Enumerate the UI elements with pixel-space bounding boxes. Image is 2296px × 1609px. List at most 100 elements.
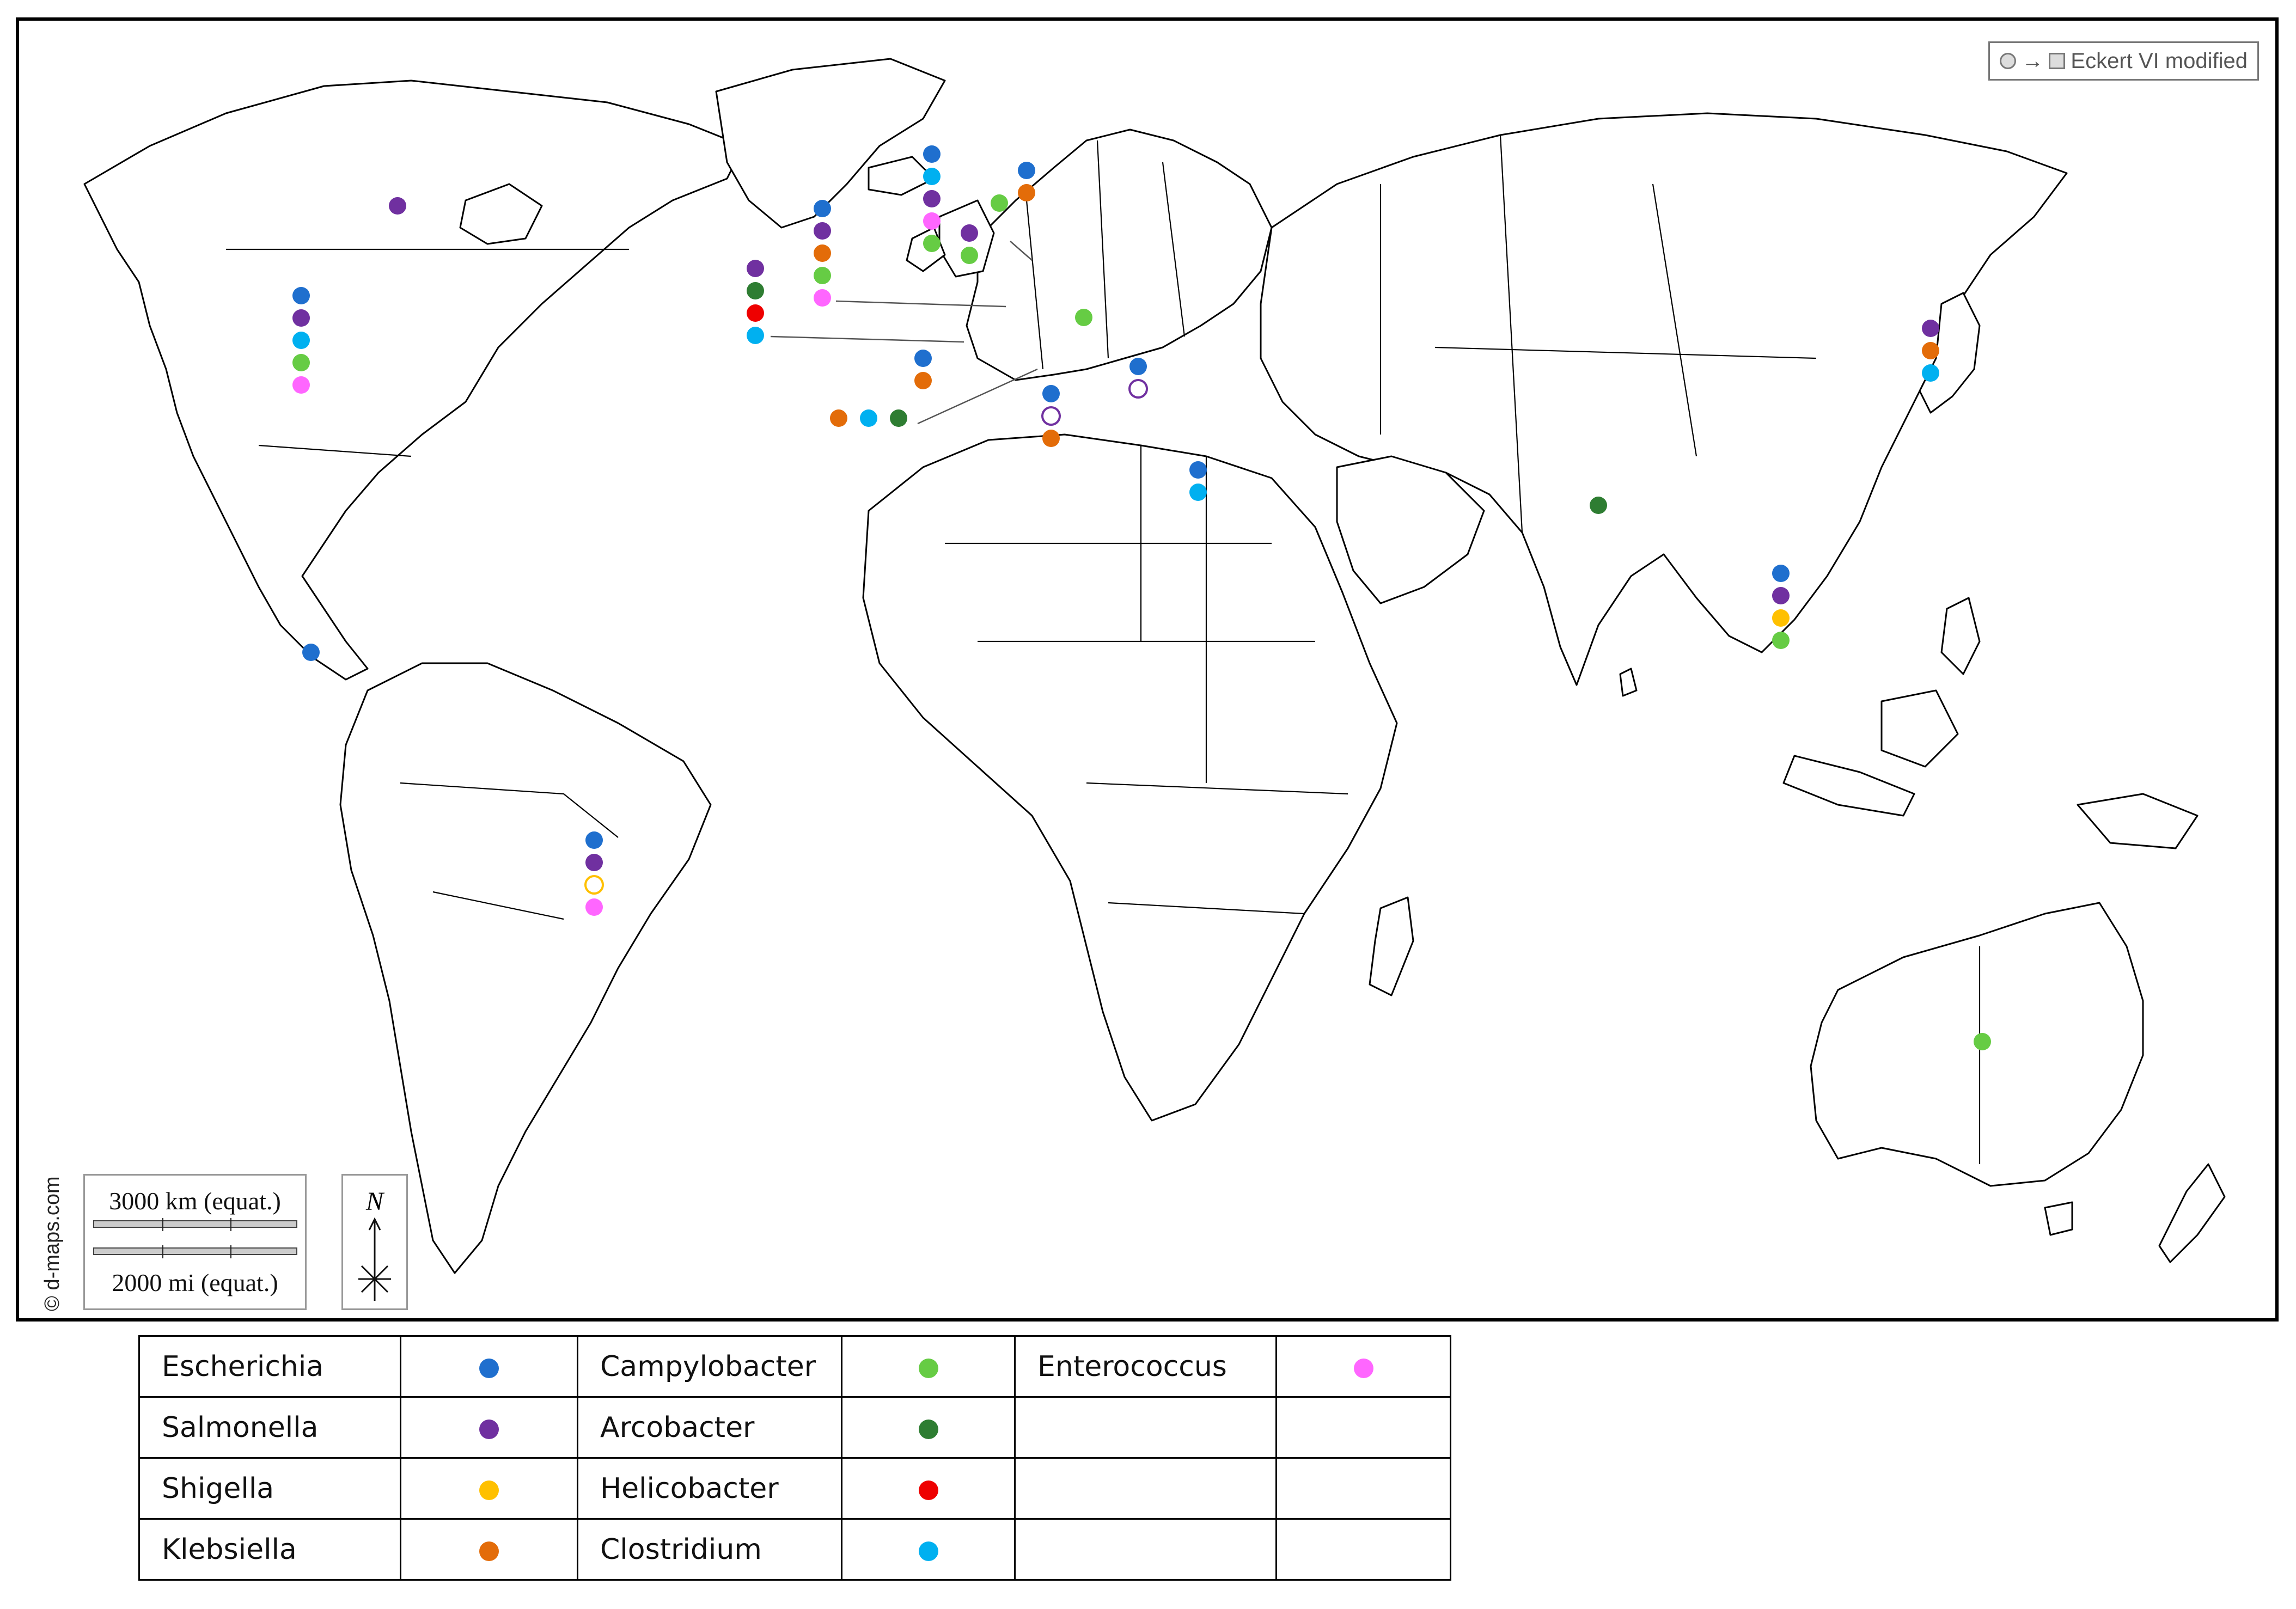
legend-dot-escherichia: [479, 1358, 499, 1378]
legend-genus-name: Enterococcus: [1014, 1335, 1277, 1398]
map-dot-tunisia-escherichia: [1042, 385, 1060, 402]
new-guinea-island: [2077, 793, 2199, 849]
map-dot-ireland-enterococcus: [923, 212, 941, 230]
legend-row: Salmonella Arcobacter: [138, 1396, 1451, 1459]
legend-row: Escherichia Campylobacter Enterococcus: [138, 1335, 1451, 1398]
map-dot-spain-clostridium: [747, 327, 764, 344]
map-dot-india-arcobacter: [1590, 497, 1607, 514]
scale-km-bar: [93, 1218, 297, 1231]
map-dot-france-campylobacter: [814, 267, 831, 284]
map-dot-france-salmonella: [814, 222, 831, 240]
map-dot-thailand-campylobacter: [1772, 632, 1790, 649]
north-label: N: [365, 1187, 383, 1216]
legend-genus-name: [1014, 1518, 1277, 1581]
map-dot-italy-arcobacter: [890, 409, 907, 427]
projection-arrow-icon: →: [2022, 48, 2044, 73]
map-dot-japan-clostridium: [1922, 364, 1939, 382]
map-dot-portugal-klebsiella: [914, 372, 932, 389]
map-dot-france-klebsiella: [814, 244, 831, 262]
philippines-islands: [1940, 597, 1981, 675]
legend-dot-shigella: [479, 1480, 499, 1500]
legend-marker-cell: [841, 1335, 1016, 1398]
africa-landmass: [862, 433, 1398, 1122]
map-dot-united-states-escherichia: [292, 287, 310, 304]
map-dot-thailand-escherichia: [1772, 565, 1790, 582]
map-dot-united-states-enterococcus: [292, 376, 310, 394]
legend-marker-cell: [1275, 1396, 1451, 1459]
map-dot-ireland-clostridium: [923, 168, 941, 185]
map-dot-italy-clostridium: [860, 409, 877, 427]
legend-row: Shigella Helicobacter: [138, 1457, 1451, 1520]
map-dot-united-kingdom-campylobacter: [961, 247, 978, 264]
legend-dot-clostridium: [918, 1541, 938, 1561]
legend-genus-name: Salmonella: [138, 1396, 401, 1459]
legend-genus-name: [1014, 1457, 1277, 1520]
legend-marker-cell: [400, 1457, 578, 1520]
europe-landmass: [966, 129, 1273, 381]
map-dot-ireland-salmonella: [923, 190, 941, 207]
map-credit: © d-maps.com: [41, 1176, 64, 1311]
map-dot-serbia-campylobacter: [1075, 309, 1092, 326]
legend-genus-name: [1014, 1396, 1277, 1459]
legend-genus-name: Helicobacter: [577, 1457, 842, 1520]
sampling-dots: [292, 145, 1991, 1050]
south-america-landmass: [339, 662, 712, 1274]
map-dot-united-states-clostridium: [292, 332, 310, 349]
map-dot-japan-klebsiella: [1922, 342, 1939, 359]
projection-label: → Eckert VI modified: [1988, 41, 2259, 81]
map-dot-france-escherichia: [814, 200, 831, 217]
legend-dot-arcobacter: [918, 1419, 938, 1439]
map-dot-italy-klebsiella: [830, 409, 847, 427]
legend-marker-cell: [841, 1396, 1016, 1459]
map-dot-brazil-salmonella: [585, 854, 603, 871]
legend-dot-helicobacter: [918, 1480, 938, 1500]
map-dot-spain-helicobacter: [747, 304, 764, 322]
north-arrow-box: N: [341, 1174, 408, 1310]
map-dot-sweden-escherichia: [1018, 162, 1035, 179]
legend-dot-campylobacter: [918, 1358, 938, 1378]
scale-mi-label: 2000 mi (equat.): [112, 1269, 278, 1296]
map-dot-canada-salmonella: [389, 197, 406, 215]
map-dot-ireland-escherichia: [923, 145, 941, 163]
map-dot-egypt-escherichia: [1189, 461, 1207, 479]
callout-connectors: [770, 241, 1038, 425]
legend-marker-cell: [841, 1457, 1016, 1520]
map-dot-tunisia-salmonella: [1041, 406, 1061, 426]
legend-genus-name: Campylobacter: [577, 1335, 842, 1398]
map-dot-france-enterococcus: [814, 289, 831, 307]
map-dot-brazil-escherichia: [585, 831, 603, 849]
borneo-island: [1880, 689, 1959, 768]
map-dot-central-america-escherichia: [302, 644, 320, 661]
world-map-outline: [83, 58, 2226, 1274]
map-dot-united-states-salmonella: [292, 309, 310, 327]
map-dot-egypt-clostridium: [1189, 484, 1207, 501]
legend-genus-name: Clostridium: [577, 1518, 842, 1581]
legend-marker-cell: [1275, 1457, 1451, 1520]
new-zealand-islands: [2158, 1163, 2226, 1263]
scale-bar-box: 3000 km (equat.) 2000 mi (equat.): [83, 1174, 307, 1310]
map-dot-brazil-shigella: [584, 875, 604, 895]
map-dot-united-states-campylobacter: [292, 354, 310, 371]
legend-row: Klebsiella Clostridium: [138, 1518, 1451, 1581]
legend-genus-name: Klebsiella: [138, 1518, 401, 1581]
map-dot-sweden-klebsiella: [1018, 184, 1035, 201]
legend-genus-name: Arcobacter: [577, 1396, 842, 1459]
country-borders: [226, 134, 1981, 1164]
map-dot-greece-escherichia: [1129, 358, 1147, 375]
legend-dot-salmonella: [479, 1419, 499, 1439]
hudson-bay-island: [459, 183, 543, 245]
legend-marker-cell: [1275, 1518, 1451, 1581]
map-dot-brazil-enterococcus: [585, 898, 603, 916]
legend-dot-klebsiella: [479, 1541, 499, 1561]
map-dot-united-kingdom-salmonella: [961, 224, 978, 242]
greenland-landmass: [715, 58, 946, 229]
map-dot-denmark-campylobacter: [991, 194, 1008, 212]
map-dot-australia-campylobacter: [1974, 1033, 1991, 1050]
map-dot-spain-salmonella: [747, 260, 764, 277]
map-dot-tunisia-klebsiella: [1042, 430, 1060, 447]
legend-marker-cell: [400, 1335, 578, 1398]
compass-rose-icon: [358, 1217, 391, 1301]
indonesia-islands: [1782, 755, 1915, 817]
legend-marker-cell: [400, 1396, 578, 1459]
map-dot-thailand-salmonella: [1772, 587, 1790, 604]
